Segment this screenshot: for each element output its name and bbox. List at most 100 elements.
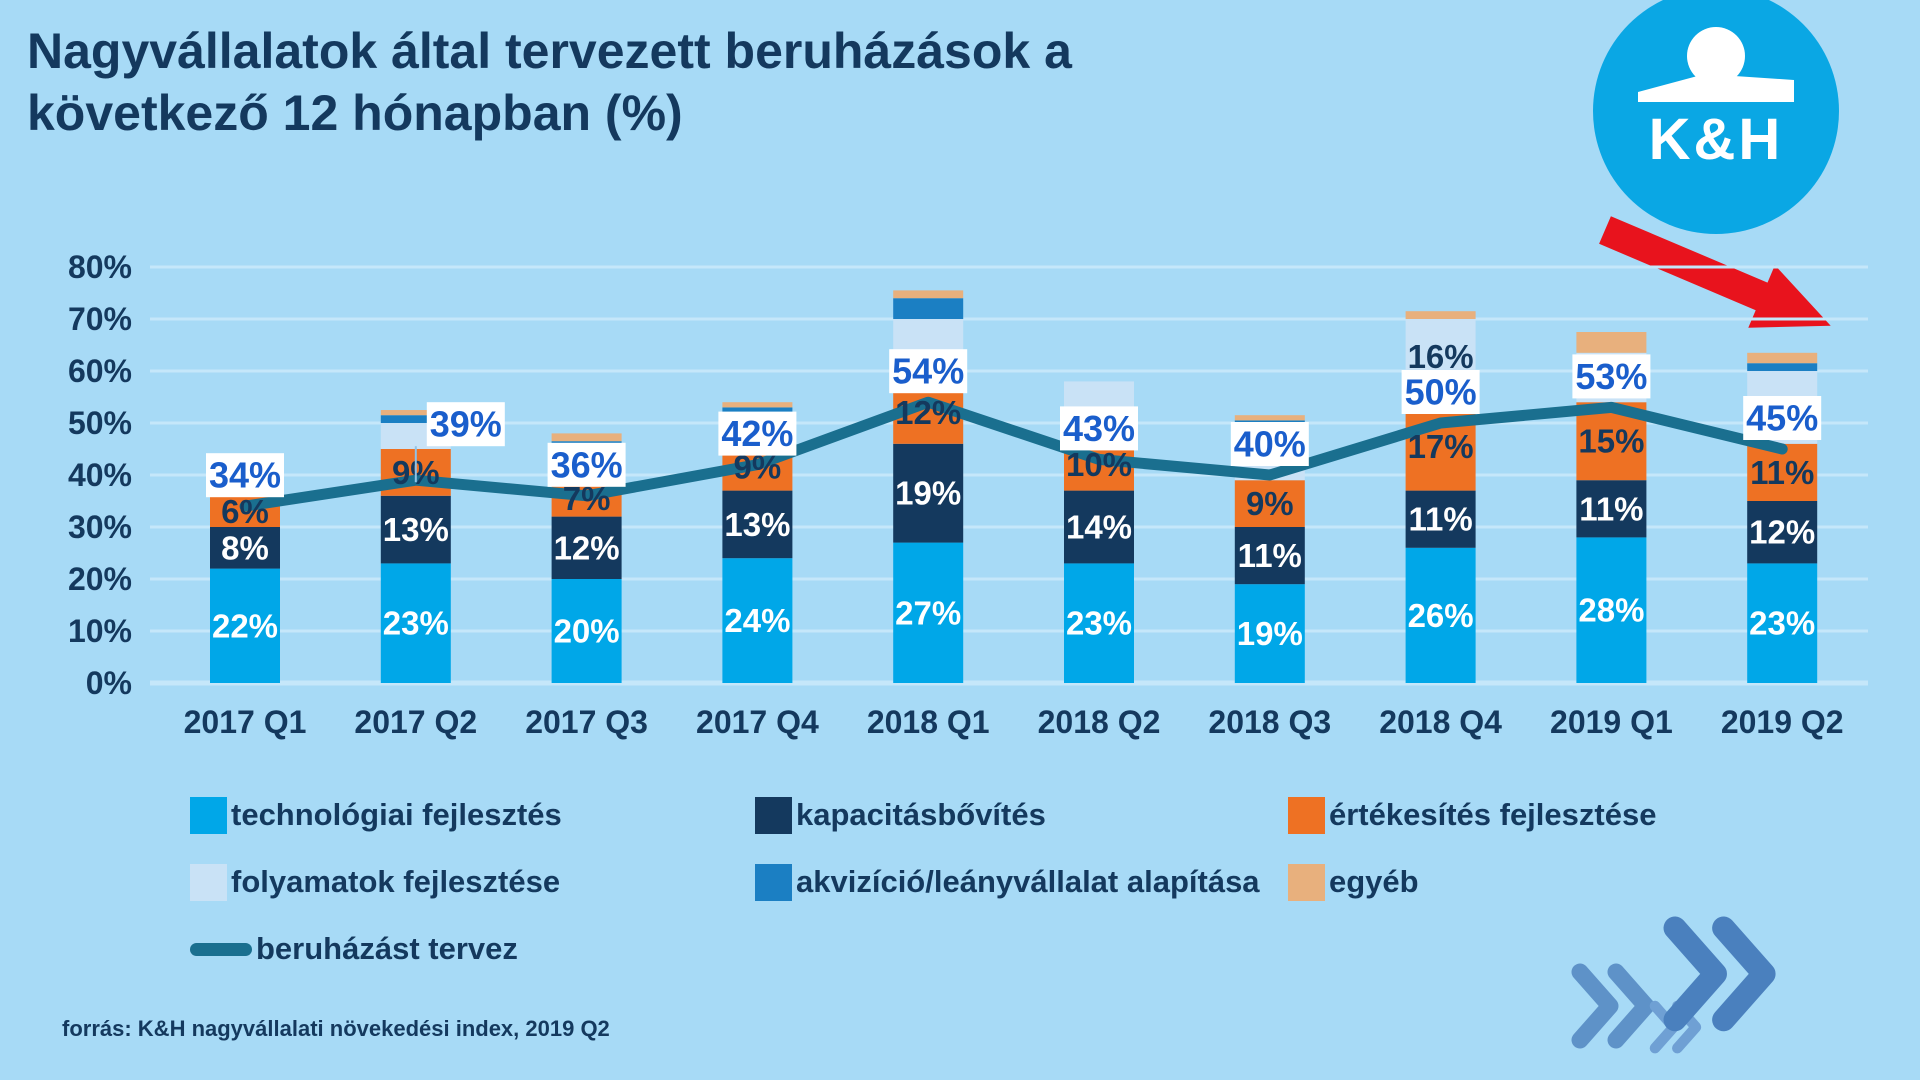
line-value-label-box <box>1572 354 1651 399</box>
line-value-label: 54% <box>892 351 964 392</box>
y-axis-tick-label: 70% <box>68 301 132 337</box>
trend-arrow-down-icon <box>1599 216 1831 328</box>
bar-segment <box>1064 563 1134 683</box>
bar-segment <box>722 558 793 683</box>
line-value-label-box <box>547 442 626 487</box>
segment-value-label: 8% <box>221 529 269 566</box>
source-note: forrás: K&H nagyvállalati növekedési ind… <box>62 1016 610 1041</box>
line-value-label: 34% <box>209 455 281 496</box>
segment-value-label: 17% <box>1408 428 1474 465</box>
bar-segment <box>893 290 964 299</box>
segment-value-label: 12% <box>895 394 961 431</box>
bar-segment <box>1405 547 1476 683</box>
segment-value-label: 16% <box>1408 338 1474 375</box>
x-axis-tick-label: 2018 Q4 <box>1379 704 1502 740</box>
segment-value-label: 11% <box>1579 490 1643 527</box>
segment-value-label: 11% <box>1750 454 1814 491</box>
segment-value-label: 14% <box>1066 509 1132 546</box>
line-value-label: 36% <box>551 444 623 485</box>
bar-segment <box>1576 332 1647 353</box>
bar-segment <box>722 407 793 413</box>
bar-segment <box>1747 352 1818 364</box>
line-value-label: 40% <box>1234 424 1306 465</box>
line-value-label-box <box>426 402 505 447</box>
bar-segment <box>551 441 622 444</box>
line-value-label-box <box>1060 406 1138 451</box>
segment-value-label: 15% <box>1578 423 1644 460</box>
segment-value-label: 13% <box>383 511 449 548</box>
y-axis-tick-label: 40% <box>68 457 132 493</box>
segment-value-label: 6% <box>221 493 269 530</box>
bar-segment <box>1234 420 1305 423</box>
line-value-label-box <box>1743 396 1822 440</box>
line-value-label-box <box>1401 370 1480 414</box>
y-axis-tick-label: 30% <box>68 509 132 545</box>
x-axis-tick-label: 2019 Q2 <box>1721 704 1844 740</box>
page-title-line2: következő 12 hónapban (%) <box>27 85 683 141</box>
bar-segment <box>1064 490 1134 564</box>
segment-value-label: 19% <box>1237 615 1303 652</box>
line-value-label: 43% <box>1063 408 1135 449</box>
bar-segment <box>1747 501 1818 564</box>
line-value-label: 45% <box>1746 398 1818 439</box>
x-axis-tick-label: 2017 Q4 <box>696 704 819 740</box>
segment-value-label: 9% <box>1246 485 1294 522</box>
bar-segment <box>1747 363 1818 371</box>
segment-value-label: 13% <box>724 506 790 543</box>
bar-segment <box>1234 527 1305 585</box>
bar-segment <box>1405 490 1476 548</box>
bar-segment <box>1747 563 1818 683</box>
segment-value-label: 22% <box>212 607 278 644</box>
segment-value-label: 12% <box>1749 514 1815 551</box>
segment-value-label: 28% <box>1578 592 1644 629</box>
x-axis-tick-label: 2018 Q3 <box>1208 704 1331 740</box>
y-axis-tick-label: 10% <box>68 613 132 649</box>
bar-segment <box>722 402 793 408</box>
page-title-line1: Nagyvállalatok által tervezett beruházás… <box>27 23 1072 79</box>
kh-logo-text: K&H <box>1648 107 1784 172</box>
bar-segment <box>893 443 964 543</box>
segment-value-label: 20% <box>554 613 620 650</box>
line-value-label-box <box>718 411 797 456</box>
x-axis-tick-label: 2017 Q2 <box>354 704 477 740</box>
bar-segment <box>893 298 964 319</box>
y-axis-tick-label: 0% <box>86 665 132 701</box>
segment-value-label: 23% <box>1749 605 1815 642</box>
bar-segment <box>551 433 622 442</box>
bar-segment <box>380 410 451 416</box>
bar-segment <box>1234 480 1305 527</box>
page-title: Nagyvállalatok által tervezett beruházás… <box>27 20 1072 144</box>
line-value-label: 53% <box>1575 356 1647 397</box>
kh-logo-figure-icon <box>1638 27 1794 102</box>
bar-segment <box>1576 537 1647 683</box>
x-axis-tick-label: 2018 Q2 <box>1038 704 1161 740</box>
x-axis-tick-label: 2017 Q1 <box>184 704 307 740</box>
segment-value-label: 26% <box>1408 597 1474 634</box>
x-axis-tick-label: 2018 Q1 <box>867 704 990 740</box>
y-axis-tick-label: 60% <box>68 353 132 389</box>
bar-segment <box>380 415 451 423</box>
segment-value-label: 23% <box>383 605 449 642</box>
bar-segment <box>210 568 280 683</box>
segment-value-label: 11% <box>1238 537 1302 574</box>
line-value-label: 50% <box>1405 372 1477 413</box>
y-axis-tick-label: 20% <box>68 561 132 597</box>
bar-segment <box>1576 480 1647 538</box>
segment-value-label: 24% <box>724 602 790 639</box>
bar-segment <box>722 490 793 559</box>
line-value-label-box <box>206 453 284 498</box>
kh-logo: K&H <box>1593 0 1839 234</box>
line-value-label: 42% <box>721 413 793 454</box>
segment-value-label: 23% <box>1066 605 1132 642</box>
bar-segment <box>380 495 451 564</box>
bar-segment <box>551 579 622 683</box>
segment-value-label: 12% <box>554 529 620 566</box>
bar-segment <box>210 527 280 569</box>
line-value-label: 39% <box>430 404 502 445</box>
line-value-label-box <box>889 349 968 394</box>
y-axis-tick-label: 80% <box>68 249 132 285</box>
bar-segment <box>551 516 622 579</box>
segment-value-label: 27% <box>895 594 961 631</box>
